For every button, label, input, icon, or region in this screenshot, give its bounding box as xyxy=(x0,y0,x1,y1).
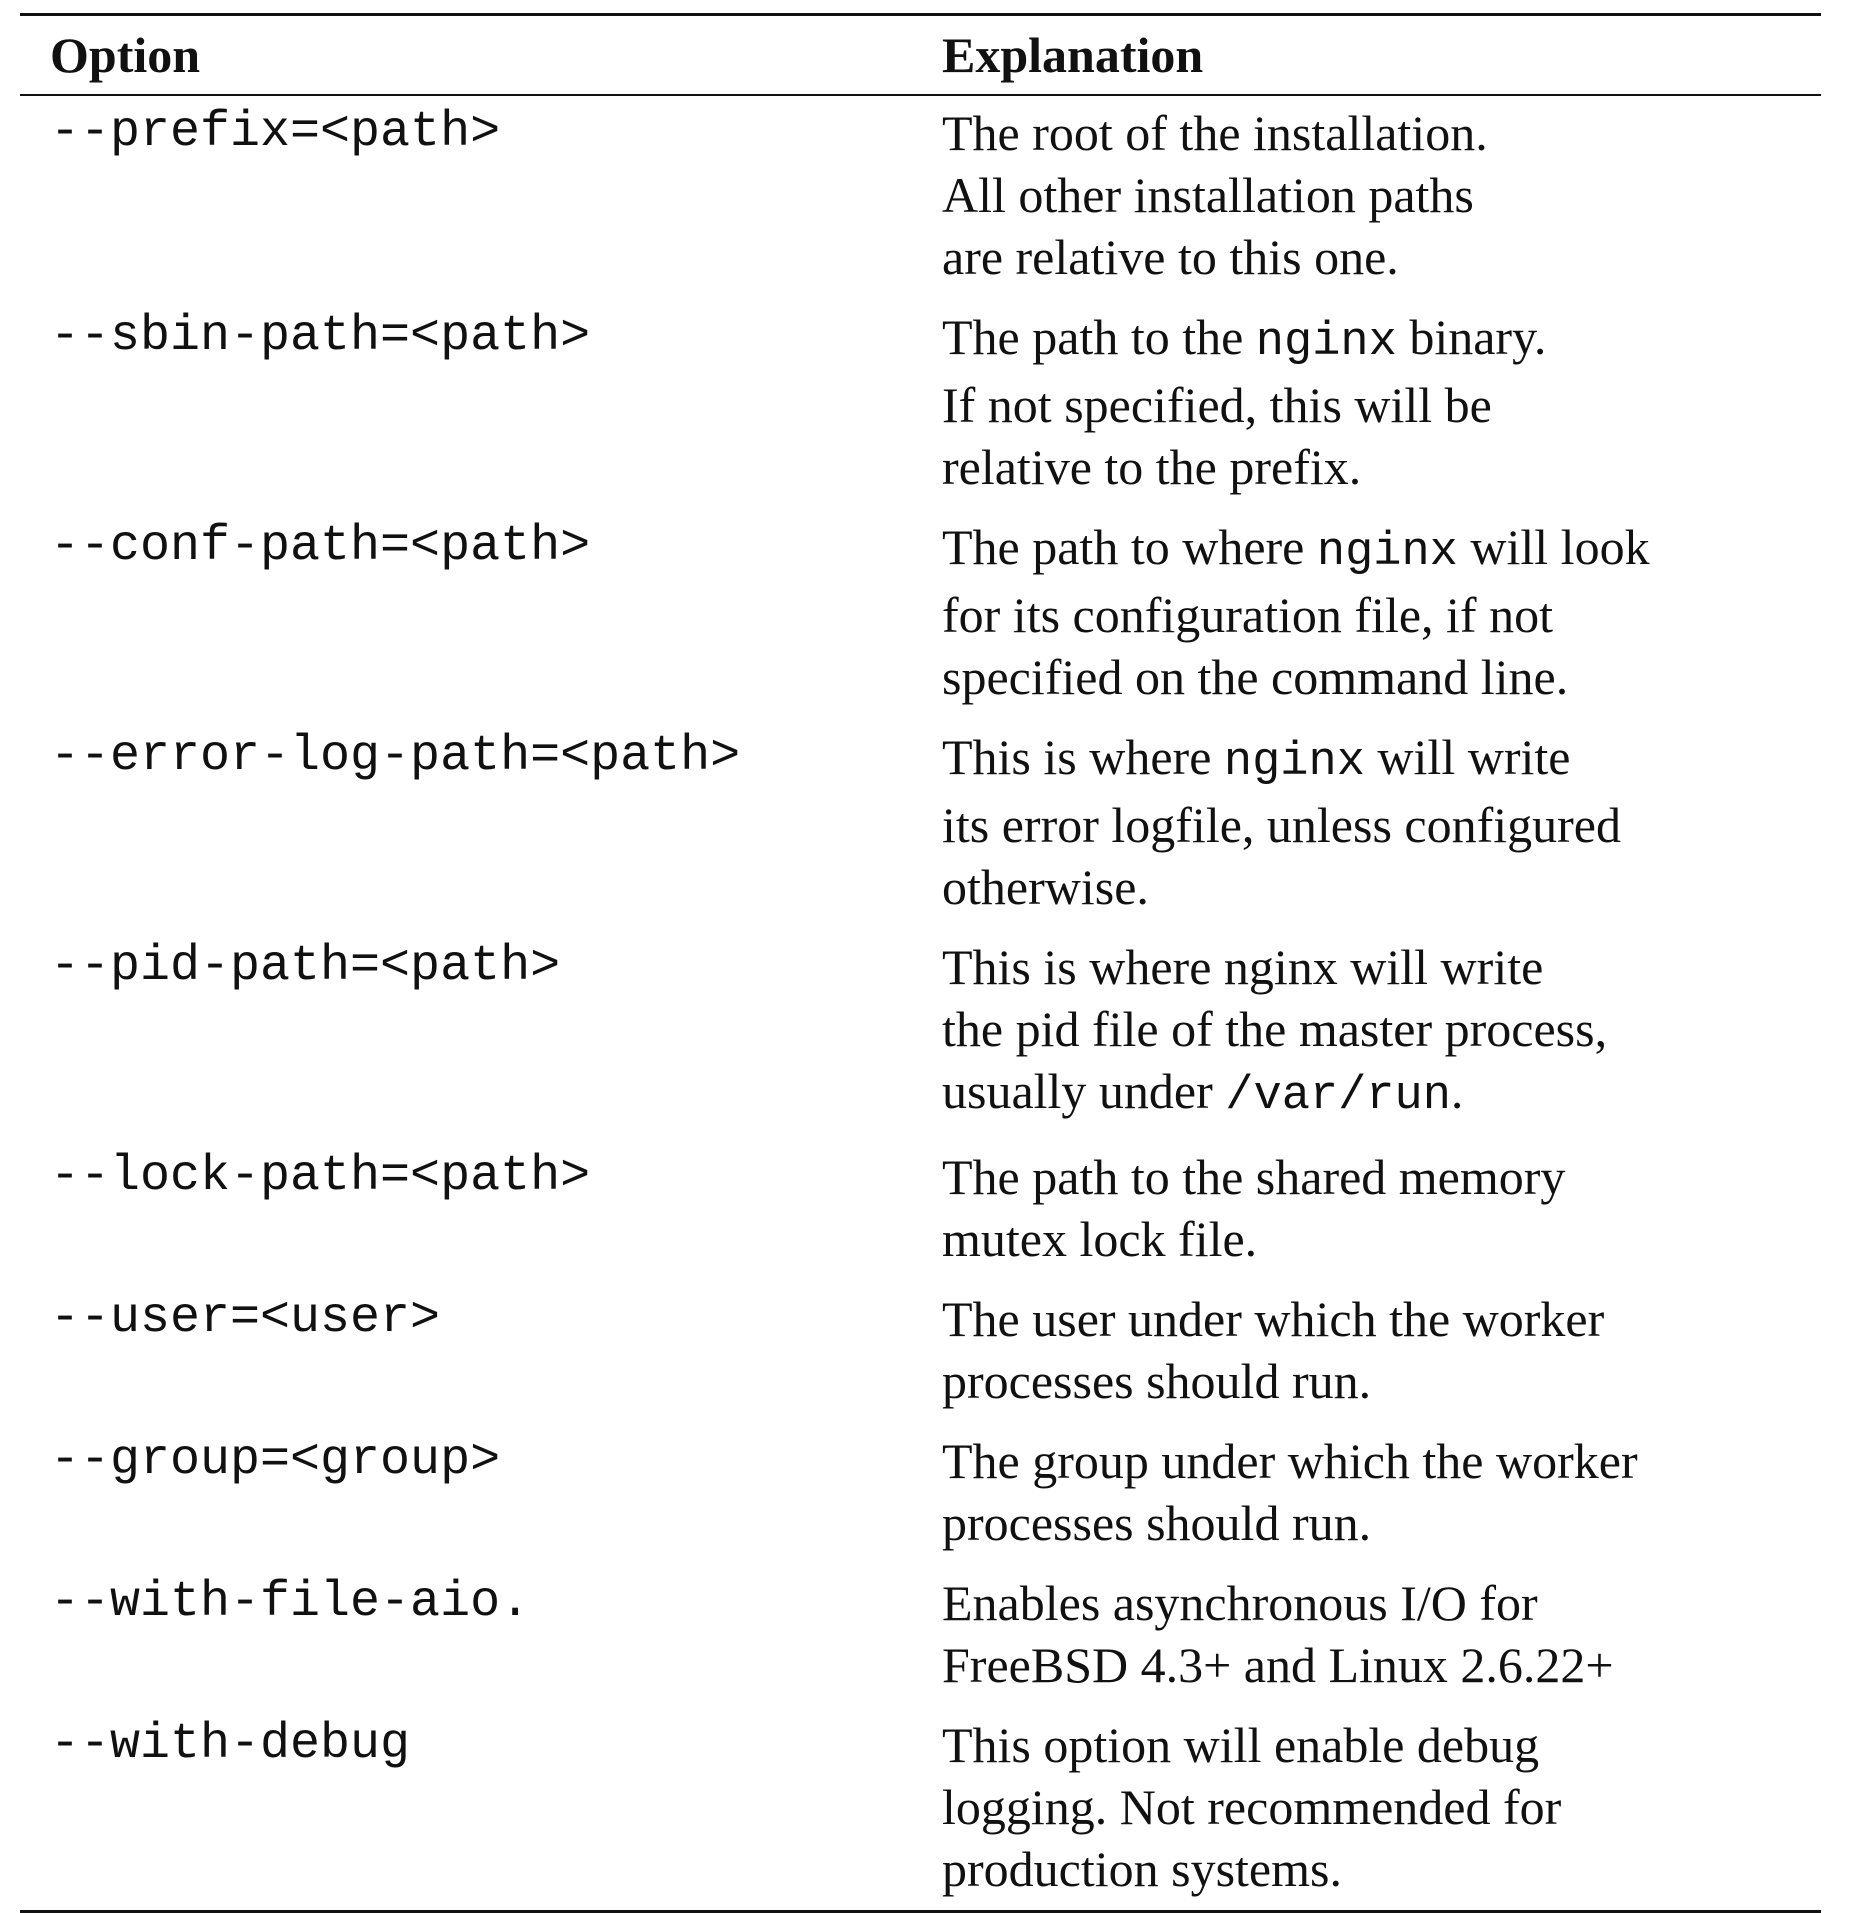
table-row: --with-file-aio. Enables asynchronous I/O… xyxy=(20,1572,1821,1696)
explanation-line: All other installation paths xyxy=(942,164,1821,226)
table-body: --prefix=<path> The root of the installat… xyxy=(20,96,1821,1900)
explanation-text: If not specified, this will be xyxy=(942,377,1492,433)
explanation-text: mutex lock file. xyxy=(942,1211,1258,1267)
explanation-text: usually under xyxy=(942,1063,1226,1119)
explanation-text: its error logfile, unless configured xyxy=(942,797,1621,853)
explanation-text: binary. xyxy=(1396,309,1547,365)
table-top-rule xyxy=(20,13,1821,16)
table-row: --user=<user> The user under which the wo… xyxy=(20,1288,1821,1412)
explanation-line: This option will enable debug xyxy=(942,1714,1821,1776)
option-cell: --sbin-path=<path> xyxy=(50,308,591,365)
explanation-line: mutex lock file. xyxy=(942,1208,1821,1270)
explanation-cell: The user under which the worker processes… xyxy=(942,1288,1821,1412)
table-row: --with-debug This option will enable debu… xyxy=(20,1714,1821,1900)
table-row: --prefix=<path> The root of the installat… xyxy=(20,102,1821,288)
explanation-line: The root of the installation. xyxy=(942,102,1821,164)
table-header-rule xyxy=(20,94,1821,96)
explanation-text: The path to the shared memory xyxy=(942,1149,1566,1205)
explanation-cell: This option will enable debug logging. No… xyxy=(942,1714,1821,1900)
options-table: Option Explanation --prefix=<path> The ro… xyxy=(20,13,1821,1913)
explanation-line: processes should run. xyxy=(942,1350,1821,1412)
explanation-line: The path to the nginx binary. xyxy=(942,306,1821,374)
explanation-text: will write xyxy=(1364,729,1571,785)
explanation-line: processes should run. xyxy=(942,1492,1821,1554)
explanation-line: logging. Not recommended for xyxy=(942,1776,1821,1838)
explanation-text: production systems. xyxy=(942,1841,1342,1897)
option-cell: --with-debug xyxy=(50,1716,411,1773)
table-row: --lock-path=<path> The path to the shared… xyxy=(20,1146,1821,1270)
option-cell: --with-file-aio. xyxy=(50,1574,531,1631)
explanation-text: This option will enable debug xyxy=(942,1717,1540,1773)
explanation-line: otherwise. xyxy=(942,856,1821,918)
option-cell: --group=<group> xyxy=(50,1432,501,1489)
explanation-line: This is where nginx will write xyxy=(942,726,1821,794)
option-cell: --error-log-path=<path> xyxy=(50,728,741,785)
explanation-text: will look xyxy=(1457,519,1650,575)
explanation-line: production systems. xyxy=(942,1838,1821,1900)
inline-code: /var/run xyxy=(1225,1070,1451,1123)
explanation-text: logging. Not recommended for xyxy=(942,1779,1562,1835)
table-row: --sbin-path=<path> The path to the nginx … xyxy=(20,306,1821,498)
explanation-text: otherwise. xyxy=(942,859,1149,915)
explanation-text: Enables asynchronous I/O for xyxy=(942,1575,1538,1631)
explanation-line: usually under /var/run. xyxy=(942,1060,1821,1128)
explanation-text: processes should run. xyxy=(942,1495,1372,1551)
explanation-cell: The path to where nginx will look for its… xyxy=(942,516,1821,708)
explanation-text: The group under which the worker xyxy=(942,1433,1638,1489)
explanation-text: . xyxy=(1450,1063,1464,1119)
explanation-text: relative to the prefix. xyxy=(942,439,1362,495)
explanation-cell: The path to the nginx binary. If not spec… xyxy=(942,306,1821,498)
option-cell: --conf-path=<path> xyxy=(50,518,591,575)
explanation-line: for its configuration file, if not xyxy=(942,584,1821,646)
explanation-text: All other installation paths xyxy=(942,167,1474,223)
explanation-cell: The path to the shared memory mutex lock … xyxy=(942,1146,1821,1270)
explanation-cell: This is where nginx will write its error … xyxy=(942,726,1821,918)
explanation-cell: This is where nginx will write the pid fi… xyxy=(942,936,1821,1128)
explanation-text: are relative to this one. xyxy=(942,229,1399,285)
inline-code: nginx xyxy=(1223,736,1365,789)
explanation-text: specified on the command line. xyxy=(942,649,1569,705)
explanation-text: the pid file of the master process, xyxy=(942,1001,1608,1057)
explanation-line: its error logfile, unless configured xyxy=(942,794,1821,856)
inline-code: nginx xyxy=(1316,526,1458,579)
option-cell: --user=<user> xyxy=(50,1290,441,1347)
explanation-text: for its configuration file, if not xyxy=(942,587,1553,643)
explanation-line: the pid file of the master process, xyxy=(942,998,1821,1060)
explanation-cell: The group under which the worker processe… xyxy=(942,1430,1821,1554)
explanation-text: This is where xyxy=(942,729,1224,785)
explanation-text: The root of the installation. xyxy=(942,105,1488,161)
explanation-line: This is where nginx will write xyxy=(942,936,1821,998)
table-row: --group=<group> The group under which the… xyxy=(20,1430,1821,1554)
explanation-text: FreeBSD 4.3+ and Linux 2.6.22+ xyxy=(942,1637,1614,1693)
explanation-text: processes should run. xyxy=(942,1353,1372,1409)
table-row: --error-log-path=<path> This is where ngi… xyxy=(20,726,1821,918)
table-row: --conf-path=<path> The path to where ngin… xyxy=(20,516,1821,708)
option-cell: --prefix=<path> xyxy=(50,104,501,161)
explanation-column-header: Explanation xyxy=(942,27,1204,83)
option-cell: --lock-path=<path> xyxy=(50,1148,591,1205)
table-header-row: Option Explanation xyxy=(20,16,1821,94)
explanation-text: The path to where xyxy=(942,519,1317,575)
explanation-cell: Enables asynchronous I/O for FreeBSD 4.3+… xyxy=(942,1572,1821,1696)
explanation-line: relative to the prefix. xyxy=(942,436,1821,498)
explanation-line: Enables asynchronous I/O for xyxy=(942,1572,1821,1634)
inline-code: nginx xyxy=(1255,316,1397,369)
explanation-line: The path to where nginx will look xyxy=(942,516,1821,584)
explanation-text: The path to the xyxy=(942,309,1256,365)
table-row: --pid-path=<path> This is where nginx wil… xyxy=(20,936,1821,1128)
explanation-line: specified on the command line. xyxy=(942,646,1821,708)
option-cell: --pid-path=<path> xyxy=(50,938,561,995)
explanation-text: The user under which the worker xyxy=(942,1291,1605,1347)
explanation-cell: The root of the installation. All other i… xyxy=(942,102,1821,288)
explanation-text: This is where nginx will write xyxy=(942,939,1544,995)
explanation-line: The path to the shared memory xyxy=(942,1146,1821,1208)
option-column-header: Option xyxy=(50,27,201,83)
explanation-line: The group under which the worker xyxy=(942,1430,1821,1492)
explanation-line: The user under which the worker xyxy=(942,1288,1821,1350)
explanation-line: If not specified, this will be xyxy=(942,374,1821,436)
explanation-line: are relative to this one. xyxy=(942,226,1821,288)
explanation-line: FreeBSD 4.3+ and Linux 2.6.22+ xyxy=(942,1634,1821,1696)
